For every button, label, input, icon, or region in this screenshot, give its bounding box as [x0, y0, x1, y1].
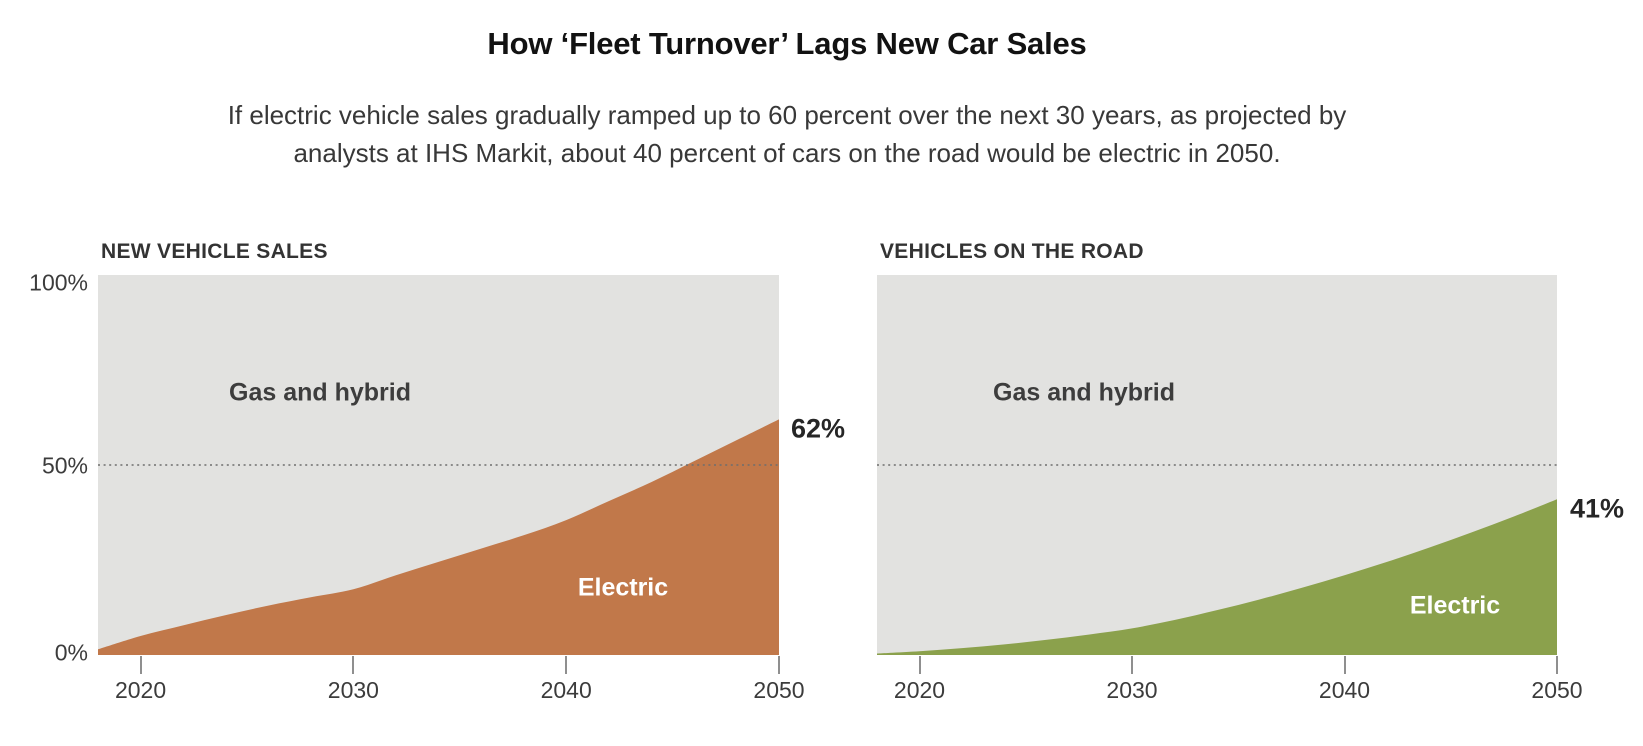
area-chart-svg: [877, 275, 1557, 655]
x-axis-tick: [1343, 656, 1346, 674]
plot-area: [98, 275, 779, 655]
end-value-label: 41%: [1570, 493, 1625, 524]
x-axis-tick: [918, 656, 921, 674]
subtitle-line-1: If electric vehicle sales gradually ramp…: [227, 100, 1347, 130]
end-value-label: 62%: [791, 413, 846, 444]
x-tick-label: 2040: [540, 677, 592, 703]
x-tick-label: 2050: [1531, 677, 1583, 703]
electric-area: [98, 419, 779, 655]
gas-and-hybrid-background: [98, 275, 779, 655]
x-tick-label: 2030: [1106, 677, 1158, 703]
x-tick-label: 2050: [753, 677, 805, 703]
x-tick-label: 2020: [893, 677, 946, 703]
x-tick-label: 2020: [114, 677, 167, 703]
gas-and-hybrid-label: Gas and hybrid: [993, 378, 1175, 407]
x-tick-label: 2040: [1318, 677, 1371, 703]
y-tick-label: 100%: [29, 269, 88, 296]
x-tick-label: 2030: [327, 677, 379, 703]
chart-title: VEHICLES ON THE ROAD: [880, 240, 1144, 263]
x-axis-tick: [352, 656, 355, 674]
x-axis-tick: [565, 656, 568, 674]
x-axis-tick: [1131, 656, 1133, 674]
x-axis-tick: [778, 656, 780, 674]
electric-area-label: Electric: [577, 573, 669, 602]
chart-title: NEW VEHICLE SALES: [101, 240, 328, 263]
subtitle-line-2: analysts at IHS Markit, about 40 percent…: [293, 138, 1281, 168]
x-axis-tick: [139, 656, 142, 674]
page-title: How ‘Fleet Turnover’ Lags New Car Sales: [487, 26, 1087, 61]
electric-area: [877, 499, 1557, 655]
y-tick-label: 0%: [54, 639, 88, 666]
subtitle: If electric vehicle sales gradually ramp…: [0, 96, 1574, 172]
gas-and-hybrid-background: [877, 275, 1557, 655]
x-axis-tick: [1556, 656, 1558, 674]
area-chart-svg: [98, 275, 779, 655]
y-tick-label: 50%: [41, 452, 88, 479]
electric-area-label: Electric: [1409, 591, 1501, 620]
plot-area: [877, 275, 1557, 655]
gas-and-hybrid-label: Gas and hybrid: [229, 378, 411, 407]
